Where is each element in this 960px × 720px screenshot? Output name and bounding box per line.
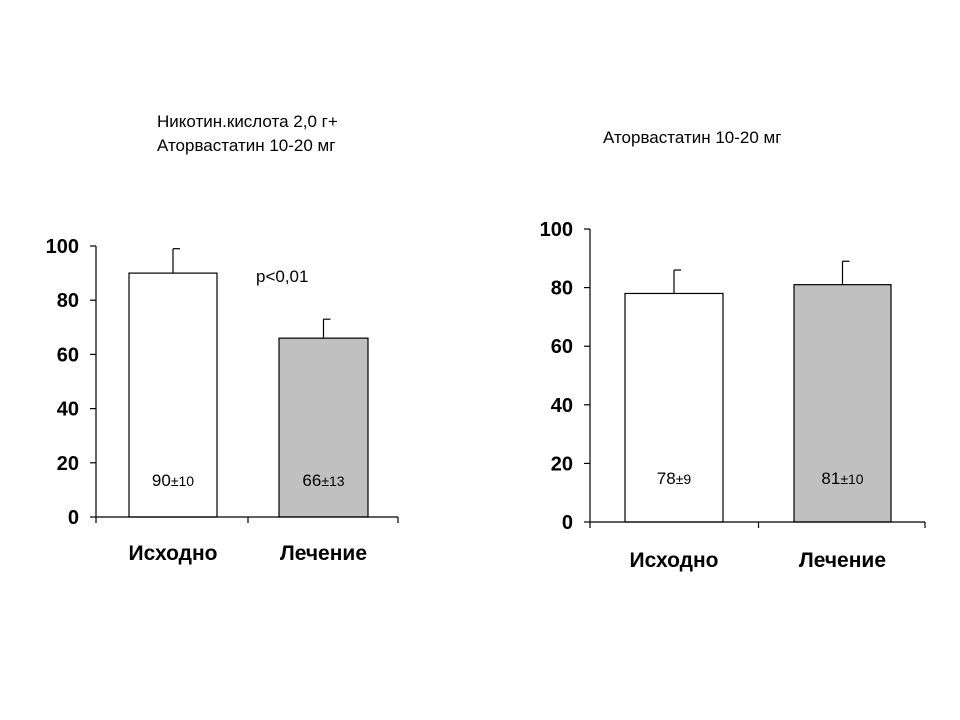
chart-left-bar-1 xyxy=(128,272,218,518)
chart-left-error-bar-2 xyxy=(322,318,331,339)
chart-left-significance-note: p<0,01 xyxy=(256,267,308,286)
chart-left-y-tick-label: 40 xyxy=(57,399,79,421)
chart-left-y-tick-label: 60 xyxy=(57,344,79,366)
chart-left-value-label-1: 90±10 xyxy=(152,471,194,490)
chart-left-value-label-2: 66±13 xyxy=(302,471,344,490)
chart-left-value-label-1-main: 90 xyxy=(152,471,171,490)
chart-left-bar-2 xyxy=(278,337,369,518)
chart-left-category-label-1: Исходно xyxy=(128,542,217,565)
chart-left-y-tick-label: 80 xyxy=(57,290,79,312)
chart-left-title-line-2: Аторвастатин 10-20 мг xyxy=(157,136,336,155)
chart-left-error-bar-1 xyxy=(172,248,180,274)
chart-left-value-label-2-main: 66 xyxy=(302,471,321,490)
chart-left-value-label-1-pm: ±10 xyxy=(171,473,194,489)
chart-left-y-tick-label: 0 xyxy=(68,507,79,529)
chart-left-value-label-2-pm: ±13 xyxy=(321,473,344,489)
chart-left-category-label-2: Лечение xyxy=(280,542,367,565)
chart-left-title: Никотин.кислота 2,0 г+ Аторвастатин 10-2… xyxy=(157,110,338,158)
chart-left-y-tick-label: 100 xyxy=(46,236,79,258)
chart-right-title-line-1: Аторвастатин 10-20 мг xyxy=(603,128,782,147)
chart-right-title: Аторвастатин 10-20 мг xyxy=(603,126,781,150)
chart-left-y-tick-label: 20 xyxy=(57,453,79,475)
chart-left-title-line-1: Никотин.кислота 2,0 г+ xyxy=(157,112,338,131)
